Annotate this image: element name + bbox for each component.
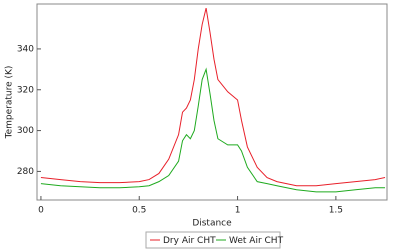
x-tick-label: 0 [38, 206, 44, 216]
series-line [40, 67, 386, 193]
legend-box [145, 231, 281, 249]
x-tick-label: 1 [235, 206, 241, 216]
plot-area [36, 3, 388, 201]
legend-label: Wet Air CHT [229, 236, 284, 246]
legend-label: Dry Air CHT [163, 236, 216, 246]
x-axis-label: Distance [192, 219, 232, 229]
y-axis-label: Temperature (K) [5, 66, 15, 140]
y-tick-label: 320 [17, 85, 34, 95]
x-tick-label: 0.5 [132, 206, 146, 216]
y-tick-label: 340 [17, 44, 34, 54]
y-tick-label: 280 [17, 167, 34, 177]
x-tick-label: 1.5 [329, 206, 343, 216]
series-line [40, 7, 386, 187]
y-tick-label: 300 [17, 126, 34, 136]
